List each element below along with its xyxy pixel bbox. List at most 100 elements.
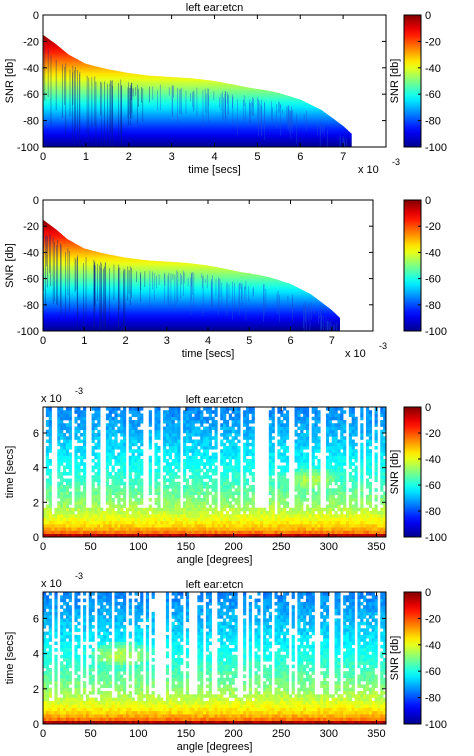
heatmap-cell <box>63 498 67 502</box>
heatmap-cell <box>185 504 190 509</box>
heatmap-cell <box>300 524 304 528</box>
heatmap-cell <box>137 605 141 609</box>
heatmap-cell <box>68 677 72 682</box>
heatmap-cell <box>280 498 284 502</box>
heatmap-cell <box>368 459 373 463</box>
heatmap-cell <box>263 507 267 512</box>
heatmap-cell <box>285 533 290 537</box>
heatmap-cell <box>97 465 101 470</box>
heatmap-cell <box>314 449 318 453</box>
heatmap-cell <box>134 501 138 505</box>
heatmap-cell <box>48 687 52 692</box>
heatmap-cell <box>237 426 241 431</box>
heatmap-cell <box>80 449 84 453</box>
heatmap-cell <box>120 449 124 453</box>
heatmap-cell <box>48 449 52 453</box>
heatmap-cell <box>54 691 58 695</box>
heatmap-cell <box>128 468 132 473</box>
heatmap-cell <box>163 436 167 440</box>
heatmap-cell <box>134 674 138 679</box>
heatmap-cell <box>114 681 118 685</box>
heatmap-cell <box>188 485 192 489</box>
heatmap-cell <box>305 439 310 444</box>
heatmap-cell <box>251 446 255 450</box>
heatmap-cell <box>303 475 307 479</box>
heatmap-cell <box>297 485 301 489</box>
heatmap-cell <box>143 704 147 708</box>
heatmap-cell <box>283 416 287 421</box>
heatmap-cell <box>245 426 250 431</box>
heatmap-cell <box>60 644 64 649</box>
heatmap-cell <box>43 530 47 535</box>
heatmap-cell <box>68 714 72 718</box>
heatmap-cell <box>157 530 161 535</box>
heatmap-cell <box>323 524 327 528</box>
heatmap-cell <box>223 407 227 411</box>
heatmap-cell <box>340 524 344 528</box>
heatmap-cell <box>234 527 238 531</box>
heatmap-cell <box>137 514 141 518</box>
heatmap-cell <box>108 694 112 698</box>
heatmap-cell <box>103 625 107 629</box>
heatmap-cell <box>91 507 95 512</box>
heatmap-cell <box>225 439 230 444</box>
heatmap-cell <box>314 520 318 525</box>
heatmap-cell <box>134 491 138 496</box>
heatmap-cell <box>65 501 70 505</box>
heatmap-cell <box>154 485 158 489</box>
heatmap-cell <box>351 504 355 509</box>
heatmap-cell <box>328 465 332 470</box>
heatmap-cell <box>45 462 50 466</box>
heatmap-cell <box>120 638 124 642</box>
heatmap-cell <box>225 449 230 453</box>
heatmap-cell <box>137 720 141 724</box>
heatmap-cell <box>211 459 215 463</box>
heatmap-cell <box>348 472 352 476</box>
heatmap-cell <box>134 605 138 609</box>
heatmap-cell <box>45 410 50 414</box>
heatmap-cell <box>345 514 350 518</box>
heatmap-cell <box>300 520 304 525</box>
heatmap-cell <box>334 520 338 525</box>
heatmap-cell <box>65 710 70 715</box>
heatmap-cell <box>68 707 72 712</box>
heatmap-cell <box>348 533 352 537</box>
heatmap-cell <box>105 601 110 606</box>
heatmap-cell <box>368 410 373 414</box>
heatmap-cell <box>265 520 270 525</box>
heatmap-cell <box>74 478 78 483</box>
colorbar-tick-label: 0 <box>425 195 431 207</box>
heatmap-cell <box>168 413 172 418</box>
heatmap-cell <box>123 608 127 613</box>
heatmap-cell <box>60 700 64 705</box>
heatmap-cell <box>320 524 324 528</box>
heatmap-cell <box>48 605 52 609</box>
heatmap-cell <box>48 533 52 537</box>
heatmap-cell <box>77 658 81 662</box>
heatmap-cell <box>374 520 378 525</box>
heatmap-cell <box>225 433 230 437</box>
heatmap-cell <box>65 592 70 596</box>
heatmap-cell <box>325 459 330 463</box>
heatmap-cell <box>360 459 364 463</box>
heatmap-cell <box>237 459 241 463</box>
heatmap-cell <box>148 527 152 531</box>
heatmap-cell <box>383 426 386 431</box>
heatmap-cell <box>294 494 298 499</box>
heatmap-cell <box>171 475 175 479</box>
heatmap-cell <box>137 608 141 613</box>
heatmap-cell <box>231 511 235 515</box>
heatmap-cell <box>54 592 58 596</box>
heatmap-cell <box>363 511 367 515</box>
heatmap-cell <box>365 514 370 518</box>
heatmap-cell <box>111 707 115 712</box>
heatmap-cell <box>220 433 224 437</box>
heatmap-cell <box>354 520 358 525</box>
heatmap-cell <box>337 517 341 522</box>
heatmap-cell <box>225 420 230 424</box>
heatmap-cell <box>120 710 124 715</box>
heatmap-cell <box>320 533 324 537</box>
heatmap-cell <box>285 524 290 528</box>
heatmap-cell <box>105 661 110 665</box>
heatmap-cell <box>283 446 287 450</box>
